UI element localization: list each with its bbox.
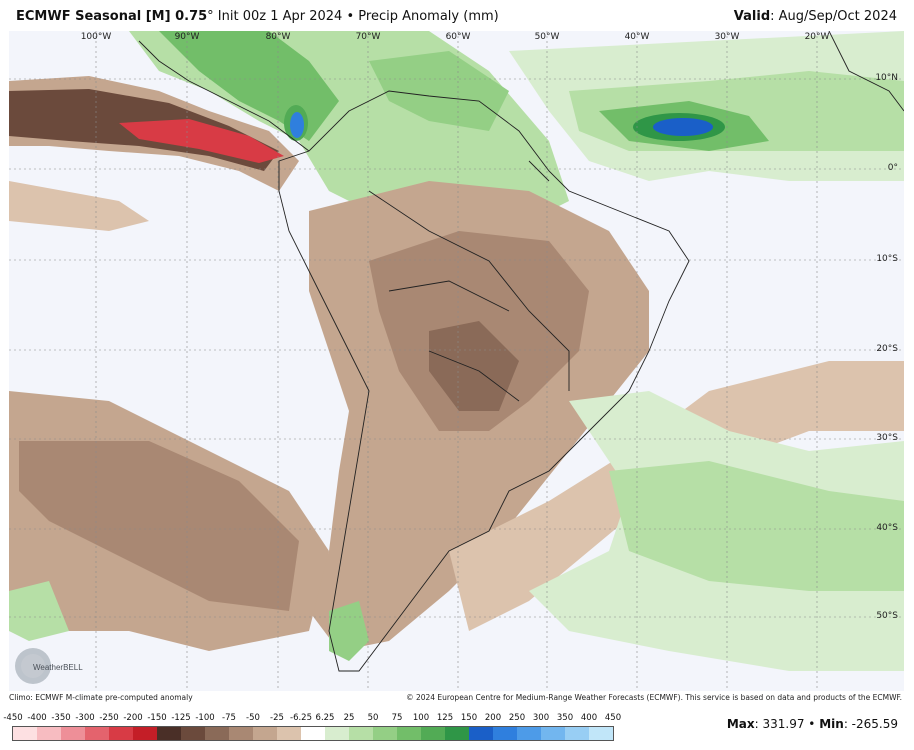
legend-swatch bbox=[565, 727, 589, 740]
legend-label: 200 bbox=[484, 713, 502, 723]
lon-label-50w: 50°W bbox=[534, 32, 560, 42]
legend-label: 350 bbox=[556, 713, 574, 723]
legend-label: 50 bbox=[367, 713, 379, 723]
legend-label: 75 bbox=[391, 713, 403, 723]
coastlines bbox=[138, 31, 904, 672]
lon-label-60w: 60°W bbox=[445, 32, 471, 42]
legend-label: -6.25 bbox=[290, 713, 312, 723]
chart-title: ECMWF Seasonal [M] 0.75° Init 00z 1 Apr … bbox=[16, 9, 499, 24]
model-name: ECMWF Seasonal [M] 0.75 bbox=[16, 9, 208, 24]
valid-value: : Aug/Sep/Oct 2024 bbox=[770, 9, 897, 24]
legend-swatch bbox=[445, 727, 469, 740]
legend-label: 125 bbox=[436, 713, 454, 723]
legend-swatch bbox=[493, 727, 517, 740]
logo-text: WeatherBELL bbox=[33, 663, 83, 672]
legend-swatch bbox=[373, 727, 397, 740]
lon-label-90w: 90°W bbox=[174, 32, 200, 42]
max-value: : 331.97 bbox=[754, 717, 805, 731]
legend-swatch bbox=[229, 727, 253, 740]
lat-label-50s: 50°S bbox=[876, 611, 898, 621]
legend-swatch bbox=[61, 727, 85, 740]
lat-label-0: 0° bbox=[887, 163, 898, 173]
min-label: Min bbox=[819, 717, 844, 731]
product-name: Precip Anomaly (mm) bbox=[358, 9, 499, 24]
lat-label-40s: 40°S bbox=[876, 523, 898, 533]
legend-swatch bbox=[37, 727, 61, 740]
lat-label-10s: 10°S bbox=[876, 254, 898, 264]
legend-label: -125 bbox=[171, 713, 191, 723]
anomaly-map bbox=[9, 31, 904, 691]
legend-label: -25 bbox=[270, 713, 284, 723]
legend-swatch bbox=[85, 727, 109, 740]
legend-label: 150 bbox=[460, 713, 478, 723]
legend-label: 300 bbox=[532, 713, 550, 723]
legend-label: 25 bbox=[343, 713, 355, 723]
valid-label: Valid bbox=[733, 9, 771, 24]
legend-swatch bbox=[13, 727, 37, 740]
legend-label: -350 bbox=[51, 713, 71, 723]
legend-swatch bbox=[133, 727, 157, 740]
legend-swatch bbox=[589, 727, 613, 740]
legend-labels: -450 -400 -350 -300 -250 -200 -150 -125 -100 -75-… bbox=[3, 713, 658, 725]
weatherbell-logo: WeatherBELL bbox=[13, 643, 95, 689]
color-legend: -450 -400 -350 -300 -250 -200 -150 -125 -100 -75-… bbox=[3, 713, 658, 745]
lon-label-20w: 20°W bbox=[804, 32, 830, 42]
legend-swatch bbox=[253, 727, 277, 740]
legend-label: -100 bbox=[195, 713, 215, 723]
legend-label: -300 bbox=[75, 713, 95, 723]
legend-label: -450 bbox=[3, 713, 23, 723]
legend-swatch bbox=[541, 727, 565, 740]
lon-label-30w: 30°W bbox=[714, 32, 740, 42]
stats-separator: • bbox=[804, 717, 820, 731]
legend-swatch bbox=[157, 727, 181, 740]
legend-color-bar bbox=[12, 726, 614, 741]
max-min-stats: Max: 331.97 • Min: -265.59 bbox=[727, 717, 898, 731]
legend-label: 450 bbox=[604, 713, 622, 723]
valid-period: Valid: Aug/Sep/Oct 2024 bbox=[734, 9, 897, 24]
legend-swatch bbox=[325, 727, 349, 740]
legend-label: -150 bbox=[147, 713, 167, 723]
legend-swatch bbox=[181, 727, 205, 740]
legend-swatch bbox=[205, 727, 229, 740]
legend-label: -400 bbox=[27, 713, 47, 723]
lon-label-70w: 70°W bbox=[355, 32, 381, 42]
map-panel[interactable]: 100°W 90°W 80°W 70°W 60°W 50°W 40°W 30°W… bbox=[9, 31, 904, 691]
lat-label-20s: 20°S bbox=[876, 344, 898, 354]
legend-swatch bbox=[109, 727, 133, 740]
legend-swatch bbox=[469, 727, 493, 740]
legend-swatch bbox=[397, 727, 421, 740]
lat-label-30s: 30°S bbox=[876, 433, 898, 443]
legend-label: 100 bbox=[412, 713, 430, 723]
legend-swatch bbox=[421, 727, 445, 740]
lon-label-40w: 40°W bbox=[624, 32, 650, 42]
legend-label: -250 bbox=[99, 713, 119, 723]
legend-swatch bbox=[517, 727, 541, 740]
legend-swatch bbox=[301, 727, 325, 740]
copyright-note: © 2024 European Centre for Medium-Range … bbox=[406, 693, 902, 702]
header: ECMWF Seasonal [M] 0.75° Init 00z 1 Apr … bbox=[0, 0, 914, 30]
title-bullet: • bbox=[346, 9, 355, 24]
legend-label: -75 bbox=[222, 713, 236, 723]
legend-swatch bbox=[277, 727, 301, 740]
init-time: Init 00z 1 Apr 2024 bbox=[217, 9, 343, 24]
lon-label-80w: 80°W bbox=[265, 32, 291, 42]
legend-label: 6.25 bbox=[315, 713, 335, 723]
lon-label-100w: 100°W bbox=[80, 32, 112, 42]
legend-label: -50 bbox=[246, 713, 260, 723]
max-label: Max bbox=[726, 717, 755, 731]
min-value: : -265.59 bbox=[843, 717, 898, 731]
legend-label: 400 bbox=[580, 713, 598, 723]
climo-note: Climo: ECMWF M-climate pre-computed anom… bbox=[9, 693, 193, 702]
lat-label-10n: 10°N bbox=[875, 73, 898, 83]
legend-swatch bbox=[349, 727, 373, 740]
legend-label: 250 bbox=[508, 713, 526, 723]
legend-label: -200 bbox=[123, 713, 143, 723]
degree-symbol: ° bbox=[207, 9, 214, 24]
